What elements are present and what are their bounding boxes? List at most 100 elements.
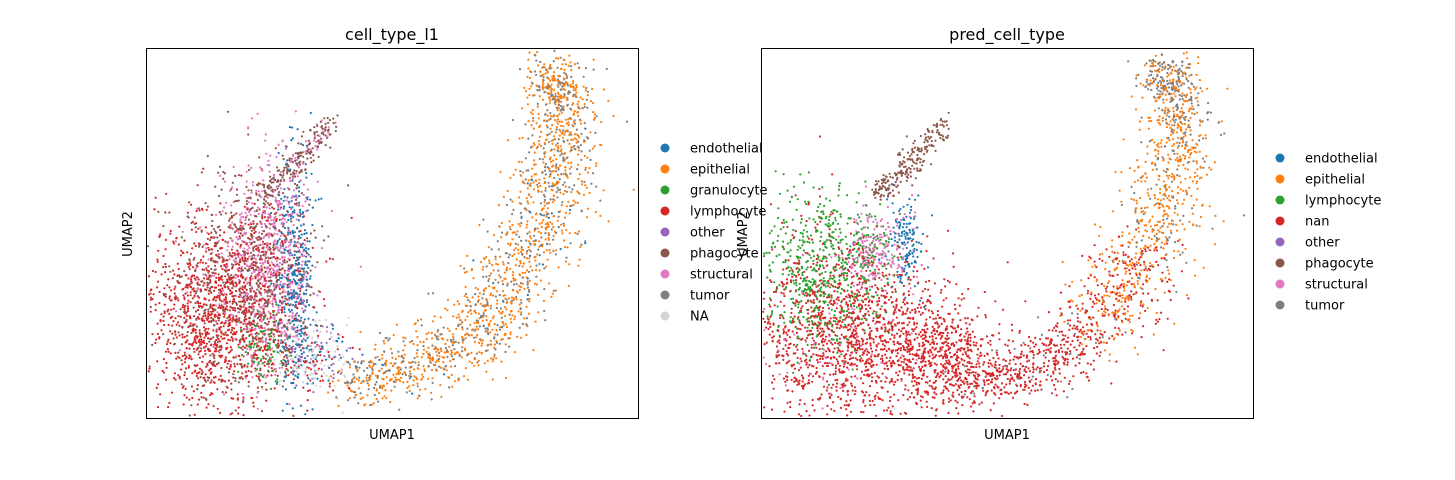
data-point: [187, 310, 190, 313]
data-point: [175, 323, 178, 326]
data-point: [473, 329, 476, 332]
data-point: [295, 218, 298, 221]
data-point: [576, 201, 579, 204]
data-point: [265, 152, 268, 155]
data-point: [340, 371, 343, 374]
data-point: [464, 304, 467, 307]
data-point: [305, 255, 308, 258]
data-point: [218, 211, 221, 214]
data-point: [594, 164, 598, 167]
data-point: [383, 342, 386, 345]
data-point: [544, 186, 547, 190]
data-point: [173, 292, 176, 295]
data-point: [199, 302, 202, 305]
data-point: [408, 374, 411, 377]
data-point: [246, 257, 249, 260]
data-point: [254, 264, 257, 267]
data-point: [327, 379, 330, 382]
data-point: [284, 246, 288, 249]
data-point: [263, 284, 266, 287]
data-point: [515, 283, 518, 286]
data-point: [477, 312, 480, 315]
data-point: [198, 338, 201, 341]
data-point: [544, 189, 547, 192]
data-point: [288, 335, 292, 338]
data-point: [552, 115, 555, 118]
data-point: [301, 211, 304, 215]
data-point: [317, 198, 320, 201]
data-point: [261, 349, 264, 352]
data-point: [196, 384, 199, 387]
data-point: [569, 242, 572, 245]
data-point: [331, 369, 334, 372]
data-point: [264, 376, 267, 379]
data-point: [508, 297, 511, 300]
data-point: [287, 245, 290, 248]
data-point: [530, 85, 533, 88]
data-point: [557, 103, 561, 106]
data-point: [204, 202, 207, 205]
data-point: [525, 305, 528, 308]
data-point: [281, 351, 285, 354]
data-point: [419, 340, 422, 343]
data-point: [402, 340, 405, 343]
data-point: [547, 92, 551, 95]
data-point: [547, 87, 550, 90]
data-point: [506, 189, 509, 192]
data-point: [251, 117, 254, 120]
data-point: [592, 101, 595, 105]
data-point: [162, 371, 165, 374]
data-point: [162, 254, 165, 258]
data-point: [193, 328, 196, 331]
data-point: [557, 168, 560, 171]
data-point: [543, 201, 546, 204]
data-point: [425, 338, 428, 341]
data-point: [551, 292, 554, 295]
data-point: [355, 377, 358, 381]
data-point: [494, 278, 497, 281]
data-point: [258, 231, 261, 234]
data-point: [282, 207, 285, 210]
data-point: [558, 188, 562, 191]
data-point: [446, 327, 449, 330]
data-point: [285, 367, 288, 371]
data-point: [464, 367, 467, 370]
data-point: [252, 290, 256, 293]
data-point: [501, 310, 504, 313]
data-point: [283, 338, 286, 342]
data-point: [223, 322, 226, 325]
data-point: [304, 413, 307, 416]
data-point: [196, 295, 199, 298]
data-point: [386, 382, 389, 385]
data-point: [345, 324, 348, 327]
data-point: [314, 266, 317, 269]
data-point: [319, 354, 322, 357]
data-point: [559, 154, 562, 157]
data-point: [238, 237, 241, 240]
data-point: [544, 162, 548, 166]
data-point: [273, 222, 276, 225]
data-point: [579, 96, 582, 99]
data-point: [338, 353, 341, 356]
data-point: [279, 353, 282, 356]
data-point: [249, 305, 252, 308]
data-point: [416, 397, 419, 400]
data-point: [282, 170, 285, 173]
data-point: [176, 280, 179, 283]
data-point: [290, 200, 293, 203]
data-point: [188, 261, 192, 265]
data-point: [250, 243, 253, 246]
data-point: [147, 275, 151, 278]
data-point: [265, 388, 268, 391]
data-point: [537, 189, 540, 192]
data-point: [566, 103, 570, 106]
data-point: [228, 300, 231, 303]
data-point: [290, 240, 293, 243]
data-point: [261, 217, 264, 220]
data-point: [221, 287, 224, 290]
data-point: [262, 308, 265, 311]
data-point: [334, 130, 337, 133]
data-point: [466, 254, 469, 257]
data-point: [221, 238, 224, 241]
data-point: [443, 351, 446, 354]
